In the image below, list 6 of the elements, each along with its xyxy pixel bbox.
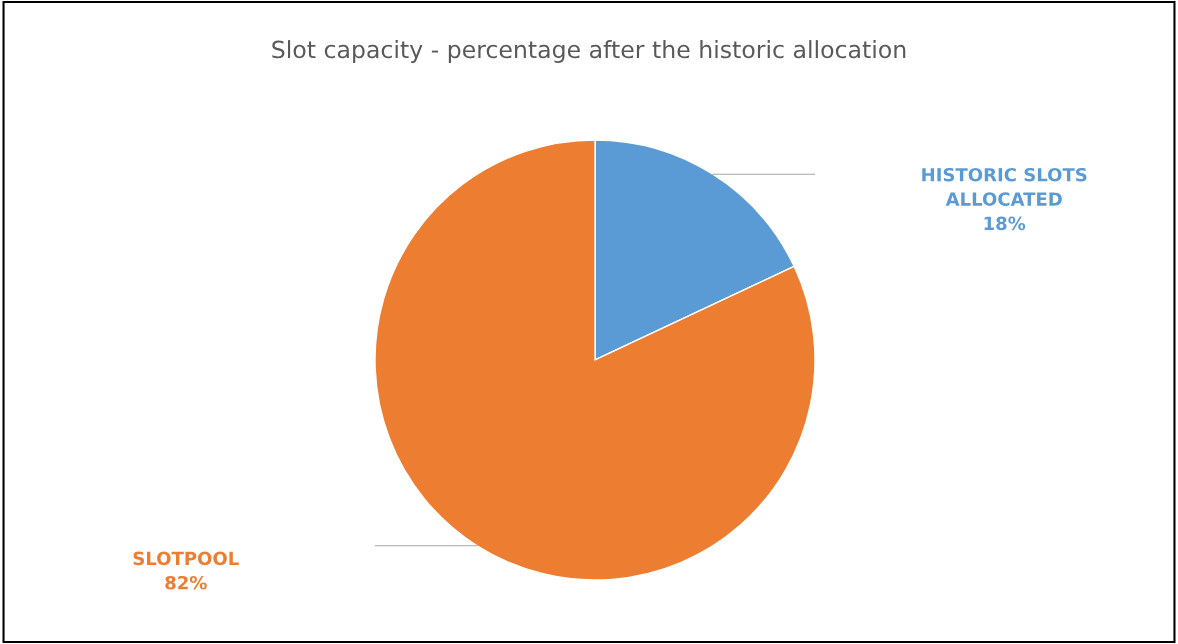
data-label: 18% [984,216,1026,231]
slice-label: SLOTPOOL [133,551,239,566]
chart-title: Slot capacity - percentage after the historic allocation [272,40,906,63]
slice-label: HISTORIC SLOTS ALLOCATED [922,167,1087,206]
data-label: 82% [165,575,207,590]
pie-slice [374,139,816,581]
